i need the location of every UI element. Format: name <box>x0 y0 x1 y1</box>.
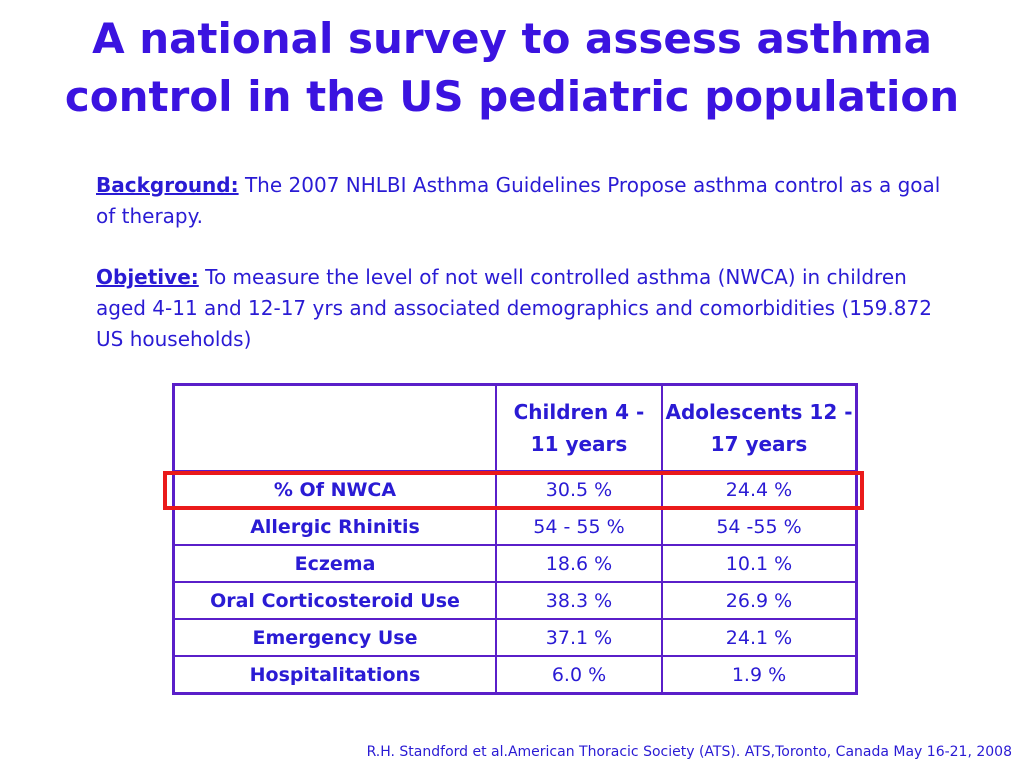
citation: R.H. Standford et al.American Thoracic S… <box>366 744 1012 760</box>
table-row: Hospitalitations 6.0 % 1.9 % <box>172 655 858 695</box>
row-label: Oral Corticosteroid Use <box>172 581 497 620</box>
results-table: Children 4 - 11 years Adolescents 12 - 1… <box>172 383 858 695</box>
row-label: Emergency Use <box>172 618 497 657</box>
slide-title-line-2: control in the US pediatric population <box>64 72 960 121</box>
table-row: Emergency Use 37.1 % 24.1 % <box>172 618 858 657</box>
slide-title-line-1: A national survey to assess asthma <box>92 14 932 63</box>
row-label: Eczema <box>172 544 497 583</box>
table-header-row: Children 4 - 11 years Adolescents 12 - 1… <box>172 383 858 472</box>
row-label: Allergic Rhinitis <box>172 507 497 546</box>
background-text: The 2007 NHLBI Asthma Guidelines Propose… <box>96 173 941 228</box>
results-table-container: Children 4 - 11 years Adolescents 12 - 1… <box>172 383 858 695</box>
adolescents-value: 24.1 % <box>661 618 858 657</box>
adolescents-value: 1.9 % <box>661 655 858 695</box>
table-row: Eczema 18.6 % 10.1 % <box>172 544 858 583</box>
header-children: Children 4 - 11 years <box>495 383 663 472</box>
table-row: Oral Corticosteroid Use 38.3 % 26.9 % <box>172 581 858 620</box>
background-paragraph: Background: The 2007 NHLBI Asthma Guidel… <box>96 170 956 232</box>
objective-text: To measure the level of not well control… <box>96 265 932 351</box>
row-label: Hospitalitations <box>172 655 497 695</box>
children-value: 54 - 55 % <box>495 507 663 546</box>
adolescents-value: 26.9 % <box>661 581 858 620</box>
objective-label: Objetive: <box>96 265 199 289</box>
table-row: Allergic Rhinitis 54 - 55 % 54 -55 % <box>172 507 858 546</box>
slide-title: A national survey to assess asthma contr… <box>0 10 1024 126</box>
table-row: % Of NWCA 30.5 % 24.4 % <box>172 470 858 509</box>
children-value: 6.0 % <box>495 655 663 695</box>
adolescents-value: 54 -55 % <box>661 507 858 546</box>
objective-paragraph: Objetive: To measure the level of not we… <box>96 262 956 355</box>
adolescents-value: 10.1 % <box>661 544 858 583</box>
nwca-row-highlight-box <box>163 471 864 510</box>
background-label: Background: <box>96 173 239 197</box>
children-value: 38.3 % <box>495 581 663 620</box>
children-value: 37.1 % <box>495 618 663 657</box>
header-empty-cell <box>172 383 497 472</box>
header-adolescents: Adolescents 12 - 17 years <box>661 383 858 472</box>
children-value: 18.6 % <box>495 544 663 583</box>
